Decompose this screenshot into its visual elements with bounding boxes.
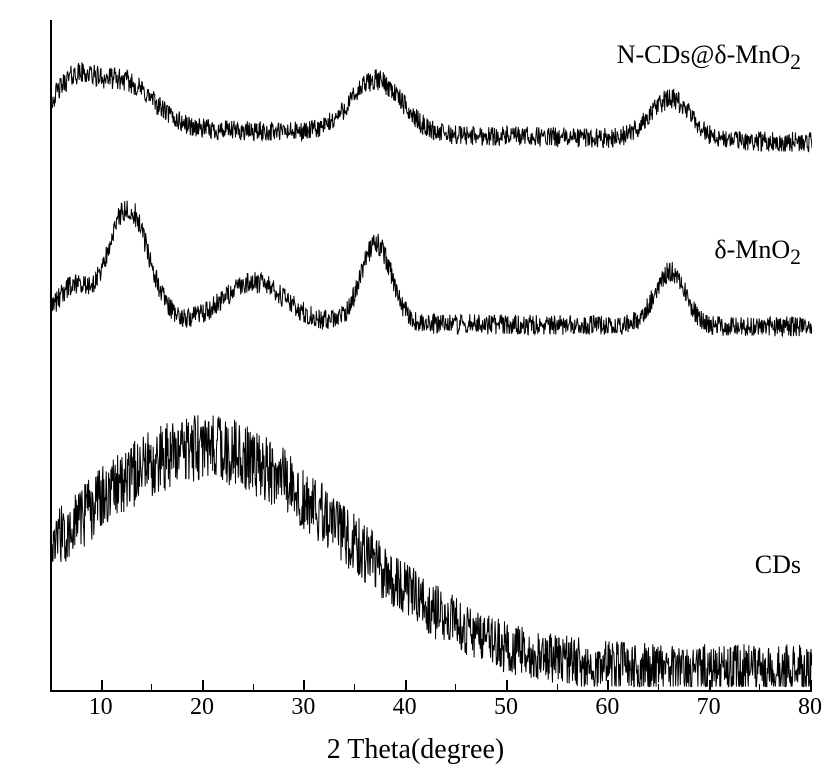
x-minor-tick — [50, 684, 51, 690]
x-minor-tick — [557, 684, 558, 690]
x-tick-mark — [506, 680, 508, 690]
x-tick-label: 30 — [291, 694, 315, 721]
x-tick-label: 60 — [595, 694, 619, 721]
series-label-mno2: δ-MnO2 — [714, 235, 801, 270]
x-minor-tick — [354, 684, 355, 690]
x-tick-mark — [202, 680, 204, 690]
x-axis-ticks: 1020304050607080 — [50, 690, 810, 730]
x-minor-tick — [759, 684, 760, 690]
x-tick-label: 50 — [494, 694, 518, 721]
xrd-trace-δ-MnO₂ — [52, 201, 812, 337]
x-minor-tick — [151, 684, 152, 690]
x-tick-label: 20 — [190, 694, 214, 721]
series-label-ncds-mno2: N-CDs@δ-MnO2 — [617, 40, 801, 75]
xrd-chart: N-CDs@δ-MnO2 δ-MnO2 CDs 10 20 30 40 50 60 70 80… — [0, 0, 831, 767]
x-tick-mark — [101, 680, 103, 690]
plot-area — [50, 20, 812, 692]
x-tick-label: 70 — [697, 694, 721, 721]
x-tick-mark — [405, 680, 407, 690]
x-tick-label: 10 — [89, 694, 113, 721]
x-tick-mark — [810, 680, 812, 690]
x-tick-label: 80 — [798, 694, 822, 721]
x-minor-tick — [455, 684, 456, 690]
series-label-cds: CDs — [755, 550, 801, 580]
xrd-traces-svg — [52, 20, 812, 690]
x-tick-mark — [709, 680, 711, 690]
x-tick-label: 40 — [393, 694, 417, 721]
x-tick-mark — [607, 680, 609, 690]
x-axis-label: 2 Theta(degree) — [0, 734, 831, 766]
xrd-trace-CDs — [52, 415, 812, 686]
x-minor-tick — [253, 684, 254, 690]
x-minor-tick — [658, 684, 659, 690]
xrd-trace-N-CDs@δ-MnO₂ — [52, 62, 812, 151]
x-tick-mark — [303, 680, 305, 690]
